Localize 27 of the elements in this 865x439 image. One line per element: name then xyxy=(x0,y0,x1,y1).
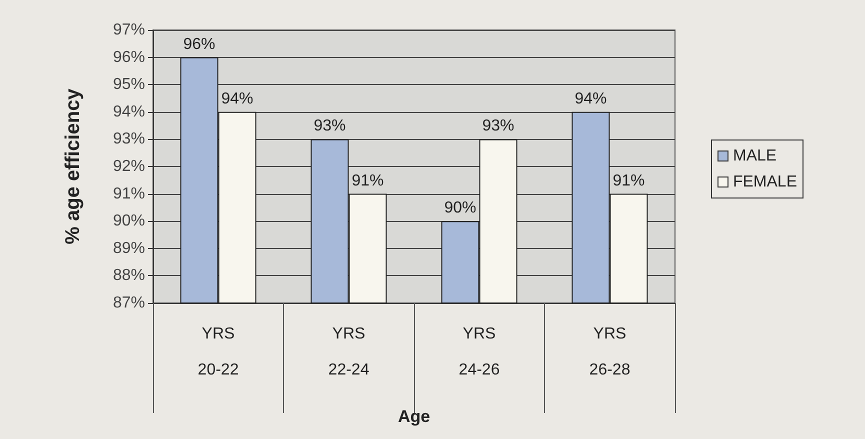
text: 94% xyxy=(574,90,607,108)
y-tick-label: 91% xyxy=(112,185,145,202)
y-axis-title: % age efficiency xyxy=(62,88,84,244)
text: 93% xyxy=(314,118,346,135)
y-tick-label: 88% xyxy=(112,267,145,284)
text: 93% xyxy=(482,118,514,135)
text: 94% xyxy=(221,90,254,108)
y-tick-label: 89% xyxy=(112,240,145,257)
text: 91% xyxy=(612,172,645,190)
text: 90% xyxy=(444,200,476,217)
x-tick-label: YRS 26-28 xyxy=(589,326,630,378)
x-tick-label: YRS 24-26 xyxy=(458,326,500,378)
text: 96% xyxy=(183,36,216,53)
y-tick-label: 97% xyxy=(112,22,145,38)
y-tick-label: 92% xyxy=(112,158,145,175)
y-tick-label: 93% xyxy=(112,130,145,148)
legend-label: MALE xyxy=(732,148,777,164)
x-tick-label: YRS 22-24 xyxy=(328,326,370,378)
y-tick-label: 95% xyxy=(112,76,145,94)
y-tick-label: 96% xyxy=(112,48,145,66)
x-tick-label: YRS 20-22 xyxy=(198,326,239,378)
y-tick-label: 90% xyxy=(112,212,145,230)
legend-label: FEMALE xyxy=(732,174,797,190)
text: 91% xyxy=(352,172,384,190)
y-tick-label: 87% xyxy=(112,294,145,312)
x-axis-title: Age xyxy=(398,407,430,426)
y-tick-label: 94% xyxy=(112,103,145,120)
